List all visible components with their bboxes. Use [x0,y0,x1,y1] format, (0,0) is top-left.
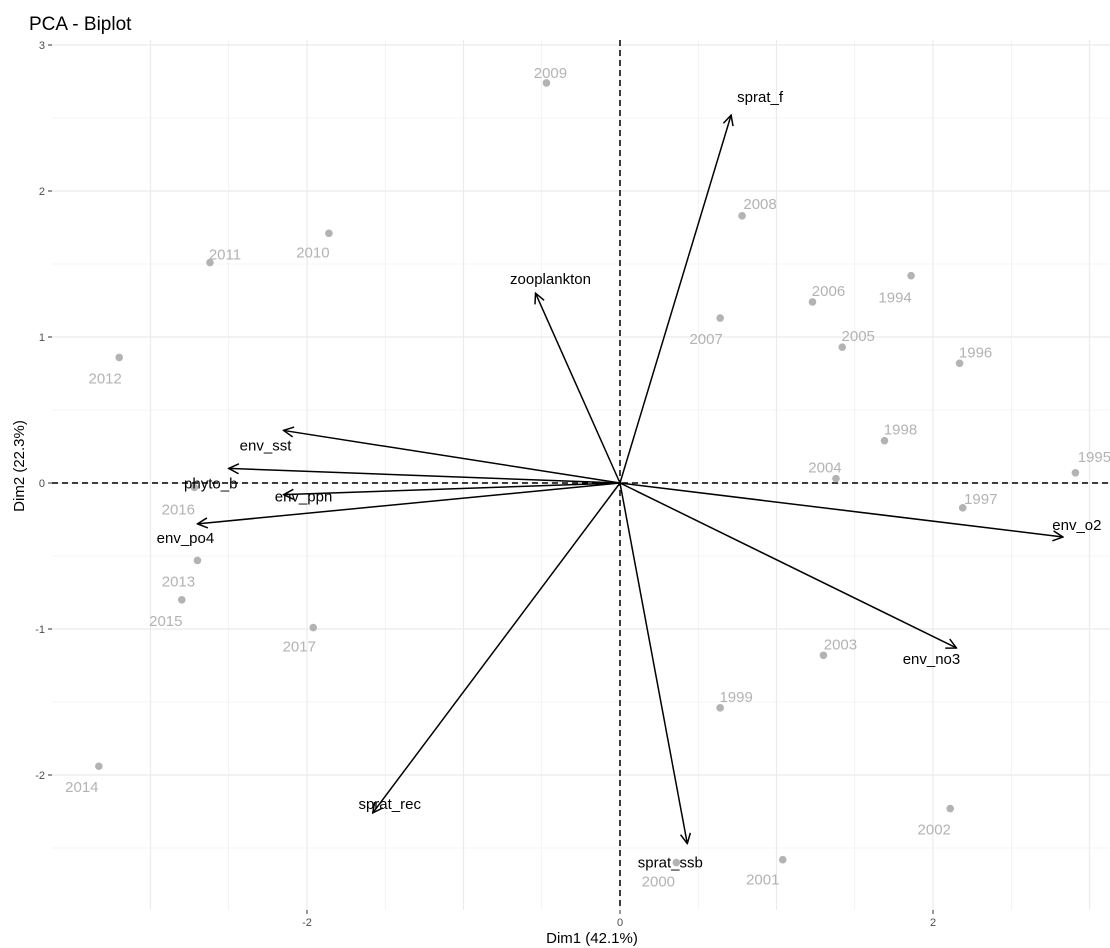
point-2009 [542,79,551,87]
point-label-2015: 2015 [149,613,182,630]
y-tick-label: -1 [35,624,45,636]
point-label-1999: 1999 [719,689,752,706]
point-1998 [880,436,889,445]
variable-label-env_po4: env_po4 [157,530,215,547]
point-2000 [672,858,681,867]
point-1995 [1071,468,1080,477]
variable-label-env_no3: env_no3 [903,651,961,668]
point-2008 [738,212,746,220]
chart-title: PCA - Biplot [29,14,132,35]
variable-label-phyto_b: phyto_b [184,475,237,492]
point-2002 [946,804,955,813]
variable-label-env_sst: env_sst [240,437,293,454]
point-label-2003: 2003 [824,636,857,653]
point-label-1997: 1997 [964,491,997,508]
point-2014 [95,762,103,771]
point-2005 [838,343,847,352]
arrow-sprat_f [619,115,731,484]
x-axis-title: Dim1 (42.1%) [546,930,638,947]
arrow-env_ppn [284,482,621,495]
point-2017 [309,623,318,632]
variable-arrows: sprat_f zooplankton env_sst phyto_b env_ppne… [157,89,1102,872]
point-2011 [206,258,214,267]
point-1999 [716,704,724,712]
point-label-2014: 2014 [65,779,98,796]
point-label-2006: 2006 [812,283,845,300]
point-label-2004: 2004 [808,460,841,477]
grid [52,40,1110,910]
arrow-env_no3 [619,482,956,648]
point-1994 [907,271,915,280]
point-label-2013: 2013 [162,573,195,590]
point-label-2001: 2001 [746,872,779,889]
point-label-2007: 2007 [689,331,722,348]
variable-label-sprat_rec: sprat_rec [358,796,421,813]
point-label-2008: 2008 [743,196,776,213]
arrow-env_po4 [197,482,621,524]
point-label-2016: 2016 [162,501,195,518]
y-axis-title: Dim2 (22.3%) [11,420,28,512]
y-tick-label: 2 [39,186,45,198]
variable-label-env_ppn: env_ppn [275,489,333,506]
arrow-sprat_rec [373,482,621,813]
point-2004 [832,474,840,483]
reference-lines [52,40,1110,910]
variable-label-sprat_f: sprat_f [737,89,784,106]
point-label-2005: 2005 [842,328,875,345]
point-1997 [958,504,967,512]
axis-ticks: -2 0 2 -2 -1 0 1 2 3 [35,40,936,929]
point-label-1996: 1996 [959,344,992,361]
arrow-phyto_b [229,468,621,484]
point-2013 [193,556,202,565]
point-2007 [716,314,724,322]
x-tick-label: -2 [302,917,312,929]
point-label-2010: 2010 [296,244,329,261]
arrow-env_o2 [619,482,1063,537]
variable-label-env_o2: env_o2 [1052,517,1101,534]
arrow-env_sst [284,430,621,484]
point-2015 [178,596,186,604]
y-tick-label: 1 [39,332,45,344]
y-tick-label: -2 [35,770,45,782]
point-2006 [808,298,817,306]
point-label-2000: 2000 [642,874,675,891]
point-2016 [190,483,199,492]
point-label-2002: 2002 [918,822,951,839]
point-label-2009: 2009 [534,65,567,82]
point-label-2012: 2012 [89,370,122,387]
variable-label-sprat_ssb: sprat_ssb [638,855,703,872]
arrow-sprat_ssb [619,482,687,844]
point-2012 [115,353,123,362]
arrow-zooplankton [535,293,621,484]
point-2001 [778,855,787,864]
y-tick-label: 3 [39,40,45,52]
point-1996 [955,359,964,368]
point-label-1998: 1998 [884,422,917,439]
y-tick-label: 0 [39,478,45,490]
x-tick-label: 0 [617,917,623,929]
point-2010 [325,229,333,238]
point-label-1994: 1994 [878,290,911,307]
point-label-2017: 2017 [283,639,316,656]
data-points: 1994 1995 1996 1997 1998 1999 2000 2001 2002 2003… [65,65,1110,891]
variable-label-zooplankton: zooplankton [510,271,591,288]
point-label-2011: 2011 [209,247,241,264]
point-label-1995: 1995 [1078,449,1110,466]
x-tick-label: 2 [930,917,936,929]
point-2003 [819,651,828,660]
